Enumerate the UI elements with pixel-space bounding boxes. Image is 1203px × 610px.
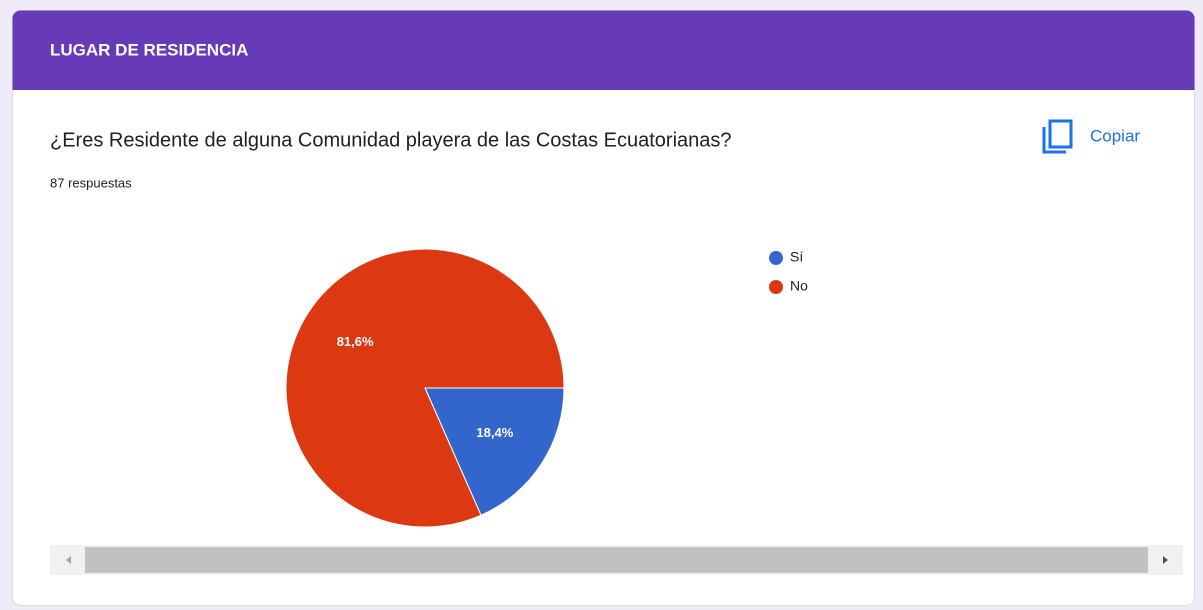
slice-label: 81,6% xyxy=(337,334,374,349)
scrollbar xyxy=(50,545,1183,575)
copy-button[interactable]: Copiar xyxy=(1040,119,1170,156)
legend-label: Sí xyxy=(790,249,803,265)
scroll-thumb[interactable] xyxy=(85,547,1148,573)
section-header xyxy=(12,10,1195,90)
pie-chart: 18,4% 81,6% Sí No xyxy=(285,248,808,528)
scroll-left[interactable] xyxy=(66,556,71,564)
copy-icon-back xyxy=(1042,127,1066,154)
slice-label: 18,4% xyxy=(476,425,513,440)
pie-slice xyxy=(424,387,565,516)
question-text: ¿Eres Residente de alguna Comunidad play… xyxy=(50,129,732,151)
card xyxy=(12,10,1195,606)
pie-slice xyxy=(285,248,565,528)
legend-label: No xyxy=(790,278,808,294)
legend-swatch xyxy=(769,280,783,294)
copy-icon-front xyxy=(1048,119,1073,149)
section-title: LUGAR DE RESIDENCIA xyxy=(50,40,248,59)
scroll-right[interactable] xyxy=(1163,556,1168,564)
copy-label: Copiar xyxy=(1090,126,1140,145)
response-count: 87 respuestas xyxy=(50,175,132,190)
legend-swatch xyxy=(769,251,783,265)
